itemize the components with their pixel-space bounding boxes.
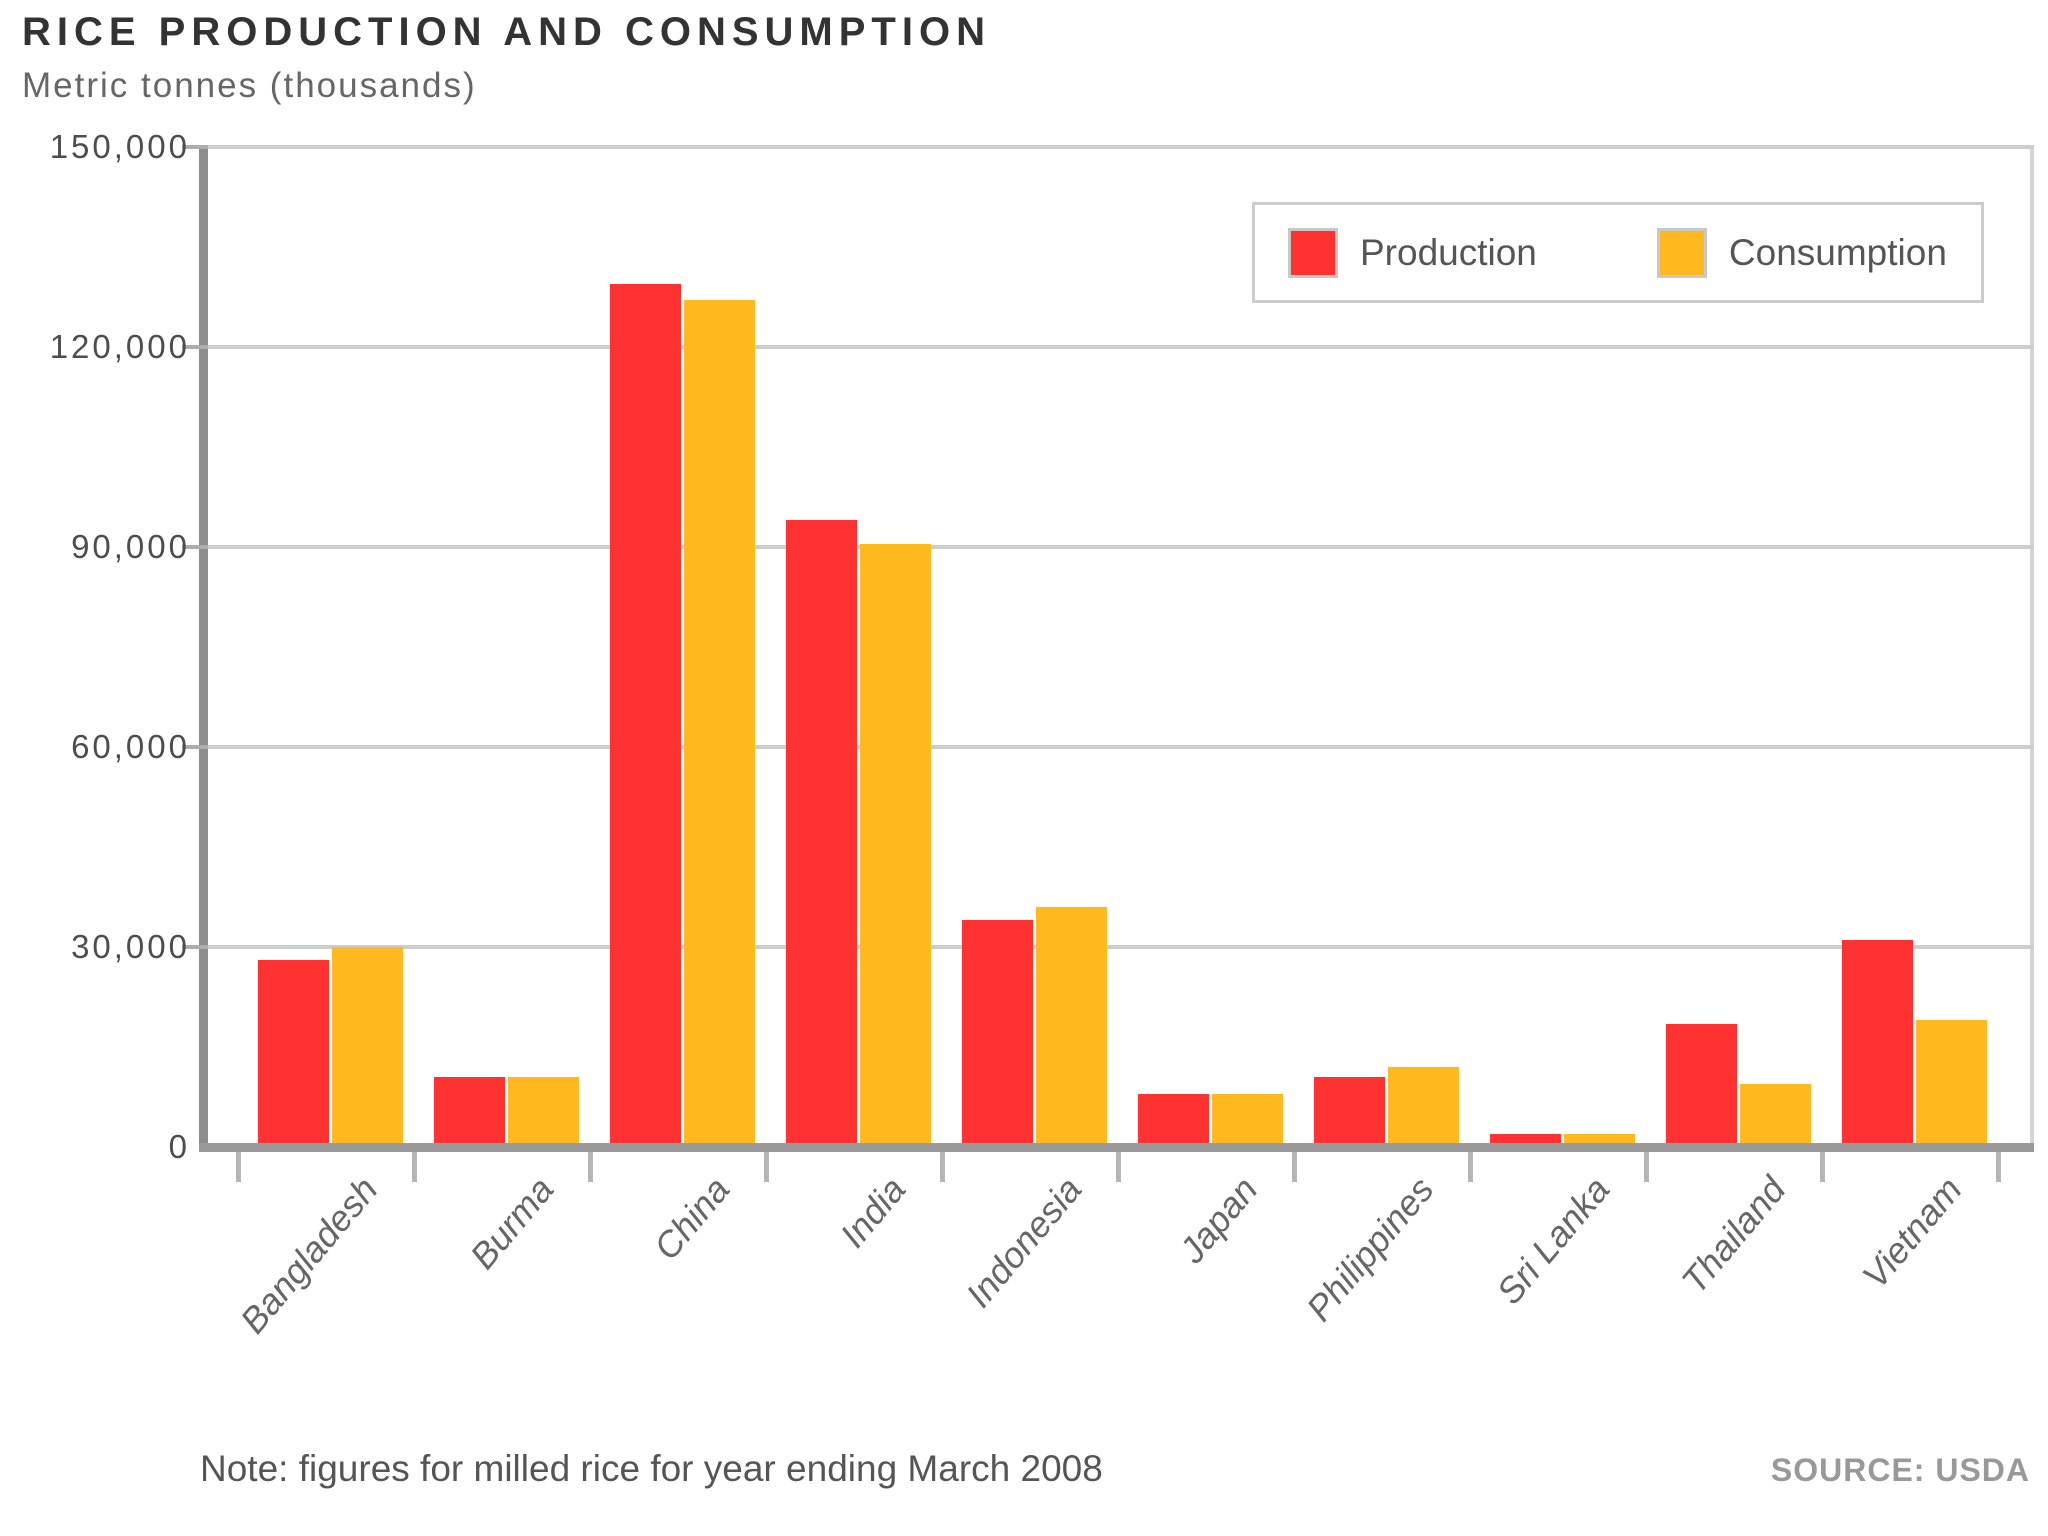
bar-consumption-indonesia bbox=[1036, 907, 1107, 1147]
y-axis-label-150000: 150,000 bbox=[49, 128, 190, 165]
y-axis-line bbox=[199, 147, 208, 1151]
x-tick-0 bbox=[236, 1152, 241, 1182]
gridline-90000 bbox=[208, 545, 2034, 549]
production-swatch-icon bbox=[1288, 227, 1338, 278]
x-tick-7 bbox=[1468, 1152, 1473, 1182]
x-axis-line bbox=[199, 1143, 2034, 1152]
y-tick-150000 bbox=[182, 145, 208, 149]
bar-consumption-vietnam bbox=[1916, 1020, 1987, 1147]
x-axis-label-bangladesh: Bangladesh bbox=[231, 1169, 386, 1342]
bar-consumption-bangladesh bbox=[332, 947, 403, 1147]
x-tick-8 bbox=[1644, 1152, 1649, 1182]
legend-item-production: Production bbox=[1288, 227, 1537, 278]
plot-area: Bangladesh Burma China India Indonesia Japan P… bbox=[182, 145, 2034, 1341]
bar-production-vietnam bbox=[1842, 940, 1913, 1147]
legend-label-consumption: Consumption bbox=[1728, 231, 1947, 273]
x-axis-label-thailand: Thailand bbox=[1673, 1169, 1794, 1302]
y-axis-label-120000: 120,000 bbox=[49, 328, 190, 365]
x-tick-6 bbox=[1292, 1152, 1297, 1182]
legend: Production Consumption bbox=[1252, 202, 1984, 303]
x-tick-3 bbox=[764, 1152, 769, 1182]
bar-consumption-japan bbox=[1212, 1094, 1283, 1147]
bar-production-bangladesh bbox=[258, 960, 329, 1147]
chart-title: RICE PRODUCTION AND CONSUMPTION bbox=[22, 10, 991, 54]
x-tick-4 bbox=[940, 1152, 945, 1182]
x-axis-label-china: China bbox=[645, 1169, 738, 1268]
gridline-120000 bbox=[208, 345, 2034, 349]
bar-production-philippines bbox=[1314, 1077, 1385, 1147]
y-tick-120000 bbox=[182, 345, 208, 349]
x-axis-label-india: India bbox=[831, 1169, 914, 1256]
y-axis-label-60000: 60,000 bbox=[71, 728, 190, 765]
x-tick-9 bbox=[1820, 1152, 1825, 1182]
bar-consumption-philippines bbox=[1388, 1067, 1459, 1147]
y-tick-60000 bbox=[182, 745, 208, 749]
x-tick-10 bbox=[1996, 1152, 2001, 1182]
bar-production-china bbox=[610, 284, 681, 1147]
bar-consumption-thailand bbox=[1740, 1084, 1811, 1147]
consumption-swatch-icon bbox=[1656, 227, 1707, 278]
bar-production-thailand bbox=[1666, 1024, 1737, 1147]
x-tick-5 bbox=[1116, 1152, 1121, 1182]
gridline-150000 bbox=[208, 145, 2034, 149]
bar-production-japan bbox=[1138, 1094, 1209, 1147]
y-axis-label-0: 0 bbox=[168, 1128, 190, 1165]
y-axis-label-30000: 30,000 bbox=[71, 928, 190, 965]
x-axis-label-vietnam: Vietnam bbox=[1853, 1169, 1970, 1297]
legend-item-consumption: Consumption bbox=[1656, 227, 1947, 278]
x-tick-1 bbox=[412, 1152, 417, 1182]
y-axis-label-90000: 90,000 bbox=[71, 528, 190, 565]
bar-consumption-india bbox=[860, 544, 931, 1147]
source-credit: SOURCE: USDA bbox=[1770, 1452, 2030, 1488]
x-axis-label-philippines: Philippines bbox=[1298, 1169, 1442, 1329]
x-axis-label-sri-lanka: Sri Lanka bbox=[1488, 1169, 1618, 1312]
x-axis-label-indonesia: Indonesia bbox=[957, 1169, 1090, 1315]
gridline-30000 bbox=[208, 945, 2034, 949]
x-axis-label-japan: Japan bbox=[1170, 1169, 1266, 1271]
y-tick-90000 bbox=[182, 545, 208, 549]
bar-consumption-china bbox=[684, 300, 755, 1147]
gridline-60000 bbox=[208, 745, 2034, 749]
bar-production-india bbox=[786, 520, 857, 1147]
plot-right-border bbox=[2030, 147, 2034, 1147]
legend-label-production: Production bbox=[1360, 231, 1537, 273]
bar-production-burma bbox=[434, 1077, 505, 1147]
footnote: Note: figures for milled rice for year e… bbox=[200, 1448, 1103, 1489]
y-tick-30000 bbox=[182, 945, 208, 949]
bar-production-indonesia bbox=[962, 920, 1033, 1147]
x-axis-label-burma: Burma bbox=[461, 1169, 562, 1277]
bar-consumption-burma bbox=[508, 1077, 579, 1147]
y-axis-units-label: Metric tonnes (thousands) bbox=[22, 66, 477, 105]
x-tick-2 bbox=[588, 1152, 593, 1182]
